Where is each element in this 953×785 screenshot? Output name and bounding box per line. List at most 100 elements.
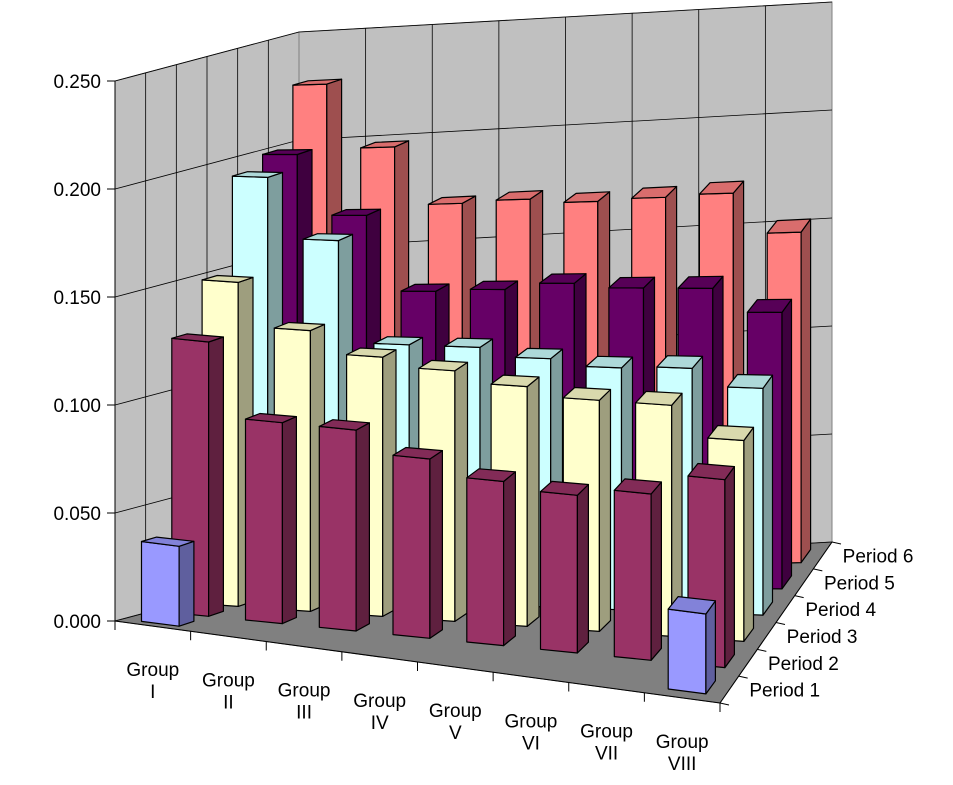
z-tick [719, 702, 730, 706]
bar-top [302, 233, 354, 242]
bar-top [427, 195, 477, 205]
bar-top [608, 276, 656, 289]
bar-top [318, 419, 370, 431]
bar-side [178, 540, 195, 627]
bar-top [514, 347, 564, 360]
bar-top [273, 321, 326, 332]
y-tick-label: 0.250 [53, 72, 101, 93]
bar [466, 468, 517, 647]
bar-side [724, 466, 736, 669]
series-label: Period 6 [843, 546, 914, 567]
bar-front [318, 425, 357, 632]
bar-front [244, 418, 283, 625]
bar-side [781, 298, 793, 590]
bar-top [562, 386, 612, 401]
bar-top [634, 390, 683, 406]
bar-top [469, 280, 519, 291]
bar-top [400, 283, 450, 292]
bar-top [631, 185, 678, 199]
bar-top [360, 140, 410, 149]
bar [667, 595, 717, 695]
bar-side [743, 426, 755, 643]
bar-top [392, 446, 443, 460]
bar-side [503, 471, 517, 647]
bar [318, 419, 370, 632]
bar-side [800, 218, 812, 564]
z-tick [775, 622, 786, 625]
series-label: Period 3 [787, 627, 858, 648]
bar-top [373, 336, 424, 346]
bar-top [244, 412, 297, 424]
x-tick-label: Group III [278, 681, 331, 724]
x-tick-label: Group IV [353, 691, 406, 734]
bar-front [392, 454, 431, 639]
bar [392, 446, 443, 639]
y-tick-label: 0.000 [53, 612, 101, 633]
chart-labels: 0.000 0.050 0.100 0.150 0.200 0.250 Group I Grou… [53, 72, 913, 775]
bar-side [429, 450, 443, 639]
bar-top [466, 468, 517, 483]
bar-side [650, 481, 663, 661]
bar-top [656, 355, 704, 369]
bar-top [563, 191, 611, 203]
bar-top [687, 462, 736, 481]
bar-top [726, 373, 774, 389]
z-tick [813, 568, 823, 572]
bar-top [140, 536, 195, 547]
bar-top [667, 595, 717, 615]
series-label: Period 1 [749, 681, 820, 702]
bar-side [705, 600, 717, 695]
bar-side [526, 376, 540, 628]
bar-top [292, 78, 343, 86]
bar [613, 478, 663, 661]
x-tick-label: Group V [429, 701, 482, 744]
bar-top [444, 337, 494, 348]
bar [539, 480, 590, 654]
z-tick [794, 595, 804, 599]
bar-side [576, 483, 590, 654]
y-tick-label: 0.050 [53, 504, 101, 525]
series-label: Period 2 [768, 654, 839, 675]
bar-side [355, 422, 370, 632]
bar-top [585, 355, 634, 369]
series-label: Period 4 [805, 600, 876, 621]
bar-top [677, 275, 724, 289]
x-tick-label: Group VI [505, 711, 558, 754]
x-tick-label: Group I [126, 660, 179, 703]
bar-top [231, 171, 284, 178]
bar-top [766, 218, 812, 234]
bar-front [667, 608, 707, 695]
bar-top [262, 149, 313, 156]
bar-top [698, 180, 745, 195]
bar-front [613, 489, 652, 661]
bar-top [495, 190, 544, 201]
x-tick-label: Group VII [580, 722, 633, 765]
bar-top [331, 208, 382, 216]
bar-side [208, 336, 224, 617]
bar-front [140, 540, 180, 627]
bar-top [746, 298, 793, 313]
bar-top [539, 480, 590, 496]
z-tick [831, 541, 842, 545]
bar-side [598, 388, 612, 633]
y-tick-label: 0.100 [53, 396, 101, 417]
y-tick-label: 0.150 [53, 288, 101, 309]
bar-side [281, 416, 297, 625]
bar-top [707, 424, 755, 442]
bar-side [762, 374, 774, 616]
bar [140, 536, 195, 627]
z-tick [757, 648, 767, 652]
bar-front [539, 491, 579, 654]
bar-top [538, 273, 587, 284]
bar-side [454, 361, 469, 623]
bar-top [418, 359, 469, 372]
bar-top [613, 478, 663, 495]
series-label: Period 5 [824, 573, 895, 594]
bar-top [346, 347, 397, 358]
x-tick-label: Group II [202, 670, 255, 713]
z-tick [738, 675, 748, 679]
bar-front [466, 477, 505, 647]
bar-top [201, 274, 254, 283]
